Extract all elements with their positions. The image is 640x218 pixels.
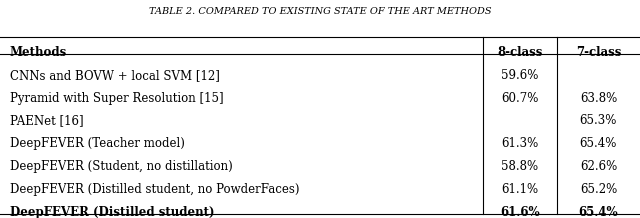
Text: Pyramid with Super Resolution [15]: Pyramid with Super Resolution [15] — [10, 92, 223, 105]
Text: 65.2%: 65.2% — [580, 183, 617, 196]
Text: DeepFEVER (Teacher model): DeepFEVER (Teacher model) — [10, 137, 184, 150]
Text: 63.8%: 63.8% — [580, 92, 617, 105]
Text: DeepFEVER (Distilled student, no PowderFaces): DeepFEVER (Distilled student, no PowderF… — [10, 183, 299, 196]
Text: 65.3%: 65.3% — [580, 114, 617, 128]
Text: 7-class: 7-class — [576, 46, 621, 59]
Text: DeepFEVER (Distilled student): DeepFEVER (Distilled student) — [10, 206, 214, 218]
Text: 58.8%: 58.8% — [501, 160, 539, 173]
Text: 61.1%: 61.1% — [501, 183, 539, 196]
Text: Methods: Methods — [10, 46, 67, 59]
Text: DeepFEVER (Student, no distillation): DeepFEVER (Student, no distillation) — [10, 160, 232, 173]
Text: 65.4%: 65.4% — [580, 137, 617, 150]
Text: 60.7%: 60.7% — [501, 92, 539, 105]
Text: 8-class: 8-class — [497, 46, 543, 59]
Text: 61.6%: 61.6% — [500, 206, 540, 218]
Text: 61.3%: 61.3% — [501, 137, 539, 150]
Text: 65.4%: 65.4% — [579, 206, 618, 218]
Text: TABLE 2. COMPARED TO EXISTING STATE OF THE ART METHODS: TABLE 2. COMPARED TO EXISTING STATE OF T… — [148, 7, 492, 15]
Text: 59.6%: 59.6% — [501, 69, 539, 82]
Text: 62.6%: 62.6% — [580, 160, 617, 173]
Text: CNNs and BOVW + local SVM [12]: CNNs and BOVW + local SVM [12] — [10, 69, 220, 82]
Text: PAENet [16]: PAENet [16] — [10, 114, 83, 128]
